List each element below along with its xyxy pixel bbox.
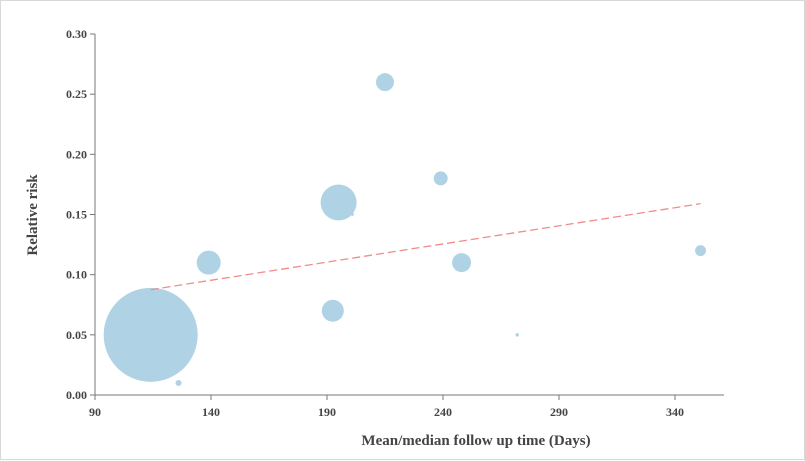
- x-tick-label: 190: [318, 405, 336, 419]
- y-tick-label: 0.15: [66, 208, 87, 222]
- bubble-point: [321, 299, 344, 322]
- x-axis-label: Mean/median follow up time (Days): [361, 433, 590, 449]
- y-tick-label: 0.20: [66, 147, 87, 161]
- y-tick-label: 0.05: [66, 328, 87, 342]
- x-tick-label: 340: [666, 405, 684, 419]
- bubble-point: [175, 379, 182, 386]
- bubble-point: [196, 250, 221, 275]
- y-tick-label: 0.00: [66, 388, 87, 402]
- bubble-point: [320, 184, 357, 221]
- bubble-point: [103, 287, 198, 382]
- trendline-layer: [150, 203, 701, 291]
- bubbles-layer: [103, 73, 706, 386]
- bubble-point: [376, 73, 394, 92]
- y-tick-label: 0.25: [66, 87, 87, 101]
- y-ticks: 0.00 0.05 0.10 0.15 0.20 0.25 0.30: [66, 27, 95, 402]
- trend-line: [150, 203, 701, 291]
- y-axis-label: Relative risk: [25, 174, 41, 256]
- bubble-point: [433, 171, 448, 186]
- bubble-point: [695, 245, 706, 257]
- bubble-point: [515, 333, 519, 337]
- bubble-point: [452, 253, 472, 273]
- bubble-point: [351, 213, 354, 216]
- y-tick-label: 0.30: [66, 27, 87, 41]
- x-tick-label: 240: [434, 405, 452, 419]
- x-tick-label: 90: [89, 405, 101, 419]
- x-tick-label: 290: [550, 405, 568, 419]
- y-tick-label: 0.10: [66, 268, 87, 282]
- x-tick-label: 140: [202, 405, 220, 419]
- x-ticks: 90 140 190 240 290 340: [89, 395, 684, 419]
